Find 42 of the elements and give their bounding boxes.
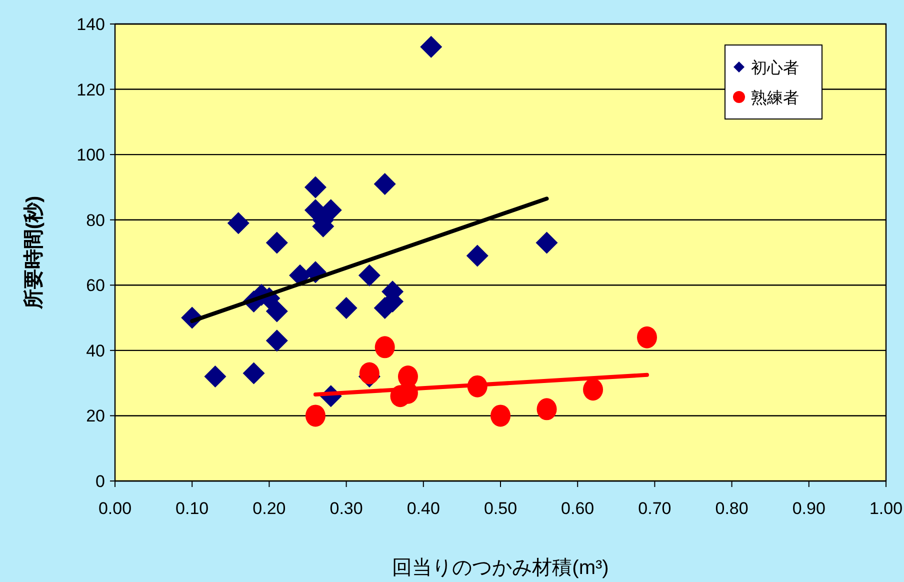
point <box>420 36 442 58</box>
point <box>266 300 288 322</box>
point <box>374 336 395 358</box>
y-tick-label: 100 <box>76 146 105 165</box>
point <box>242 362 265 384</box>
x-axis-title: 回当りのつかみ材積(m³) <box>392 557 609 579</box>
legend-label: 初心者 <box>751 59 799 77</box>
y-tick-label: 140 <box>76 15 105 34</box>
y-tick-label: 60 <box>86 276 105 296</box>
x-tick-label: 0.00 <box>98 499 132 518</box>
y-tick-label: 20 <box>86 406 105 426</box>
point <box>266 232 288 254</box>
x-tick-label: 0.50 <box>484 499 518 518</box>
x-tick-label: 1.00 <box>869 499 903 518</box>
point <box>227 212 250 234</box>
y-axis-title: 所要時間(秒) <box>23 196 45 310</box>
point <box>490 404 510 427</box>
x-tick-label: 0.70 <box>638 499 672 518</box>
x-tick-label: 0.80 <box>715 499 748 518</box>
x-tick-label: 0.30 <box>330 499 363 518</box>
y-tick-label: 120 <box>76 80 105 100</box>
point <box>374 172 396 195</box>
point <box>466 244 488 267</box>
point <box>636 326 657 348</box>
point <box>583 378 604 401</box>
point <box>536 232 558 254</box>
point <box>304 176 326 198</box>
point <box>204 366 226 388</box>
x-tick-label: 0.40 <box>406 499 440 518</box>
x-tick-label: 0.10 <box>176 499 209 518</box>
point <box>305 404 326 427</box>
point <box>536 398 557 420</box>
y-tick-label: 0 <box>96 472 105 491</box>
point <box>266 330 288 352</box>
legend-label: 熟練者 <box>751 89 799 107</box>
y-tick-label: 40 <box>86 341 105 360</box>
x-tick-label: 0.60 <box>561 499 594 518</box>
point <box>358 264 380 286</box>
x-tick-label: 0.90 <box>792 499 826 518</box>
y-tick-label: 80 <box>86 210 105 230</box>
point <box>335 296 358 319</box>
x-tick-label: 0.20 <box>252 499 286 518</box>
